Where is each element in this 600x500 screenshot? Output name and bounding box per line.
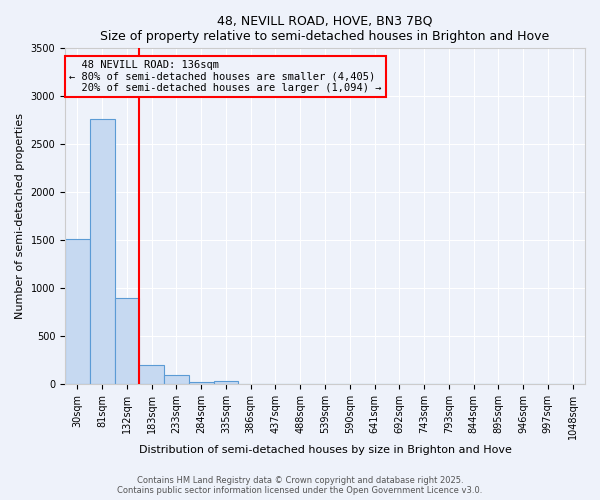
Bar xyxy=(139,365,164,384)
Bar xyxy=(214,381,238,384)
Text: Contains HM Land Registry data © Crown copyright and database right 2025.
Contai: Contains HM Land Registry data © Crown c… xyxy=(118,476,482,495)
Title: 48, NEVILL ROAD, HOVE, BN3 7BQ
Size of property relative to semi-detached houses: 48, NEVILL ROAD, HOVE, BN3 7BQ Size of p… xyxy=(100,15,550,43)
Bar xyxy=(90,120,115,384)
Y-axis label: Number of semi-detached properties: Number of semi-detached properties xyxy=(15,114,25,320)
X-axis label: Distribution of semi-detached houses by size in Brighton and Hove: Distribution of semi-detached houses by … xyxy=(139,445,511,455)
Bar xyxy=(65,240,90,384)
Bar xyxy=(189,382,214,384)
Text: 48 NEVILL ROAD: 136sqm
← 80% of semi-detached houses are smaller (4,405)
  20% o: 48 NEVILL ROAD: 136sqm ← 80% of semi-det… xyxy=(70,60,382,93)
Bar xyxy=(164,376,189,384)
Bar xyxy=(115,298,139,384)
